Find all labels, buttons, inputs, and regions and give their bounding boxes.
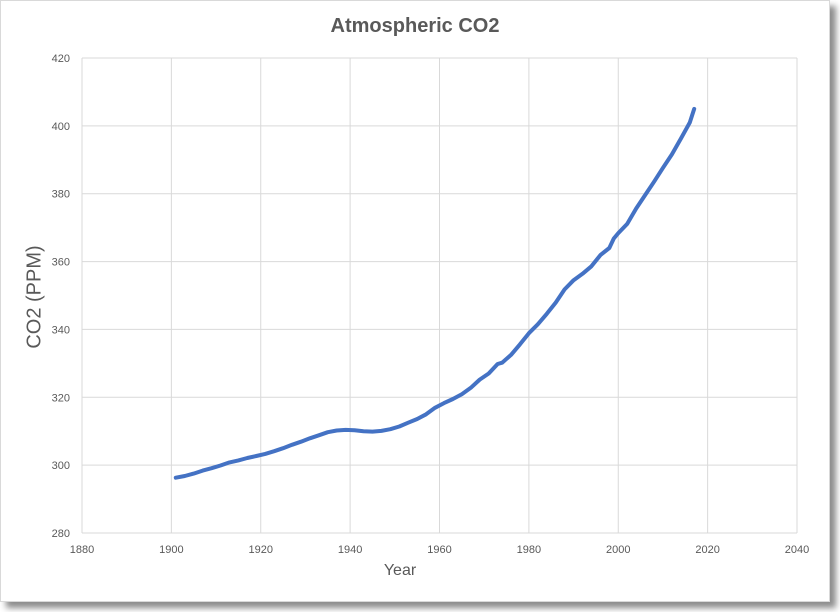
x-tick-label: 1880 xyxy=(70,544,94,556)
chart-title: Atmospheric CO2 xyxy=(330,15,500,37)
x-tick-label: 1980 xyxy=(517,544,541,556)
y-tick-label: 340 xyxy=(52,324,70,336)
plot-area: 280 300 320 340 360 380 400 420 1880 1900 1920 1940… xyxy=(52,53,810,556)
y-tick-label: 320 xyxy=(52,392,70,404)
x-tick-label: 2000 xyxy=(606,544,630,556)
y-tick-label: 300 xyxy=(52,460,70,472)
y-tick-label: 280 xyxy=(52,528,70,540)
x-axis-label: Year xyxy=(383,562,417,579)
y-tick-label: 360 xyxy=(52,257,70,269)
co2-series-line xyxy=(173,106,697,480)
x-tick-label: 1960 xyxy=(427,544,451,556)
chart-frame: Atmospheric CO2 CO2 (PPM) Year 280 300 320… xyxy=(0,0,830,602)
x-tick-label: 2020 xyxy=(695,544,719,556)
x-tick-label: 1920 xyxy=(249,544,273,556)
y-tick-label: 420 xyxy=(52,53,70,65)
x-tick-label: 2040 xyxy=(785,544,809,556)
y-tick-label: 380 xyxy=(52,189,70,201)
x-tick-label: 1940 xyxy=(338,544,362,556)
x-tick-label: 1900 xyxy=(159,544,183,556)
y-tick-label: 400 xyxy=(52,121,70,133)
